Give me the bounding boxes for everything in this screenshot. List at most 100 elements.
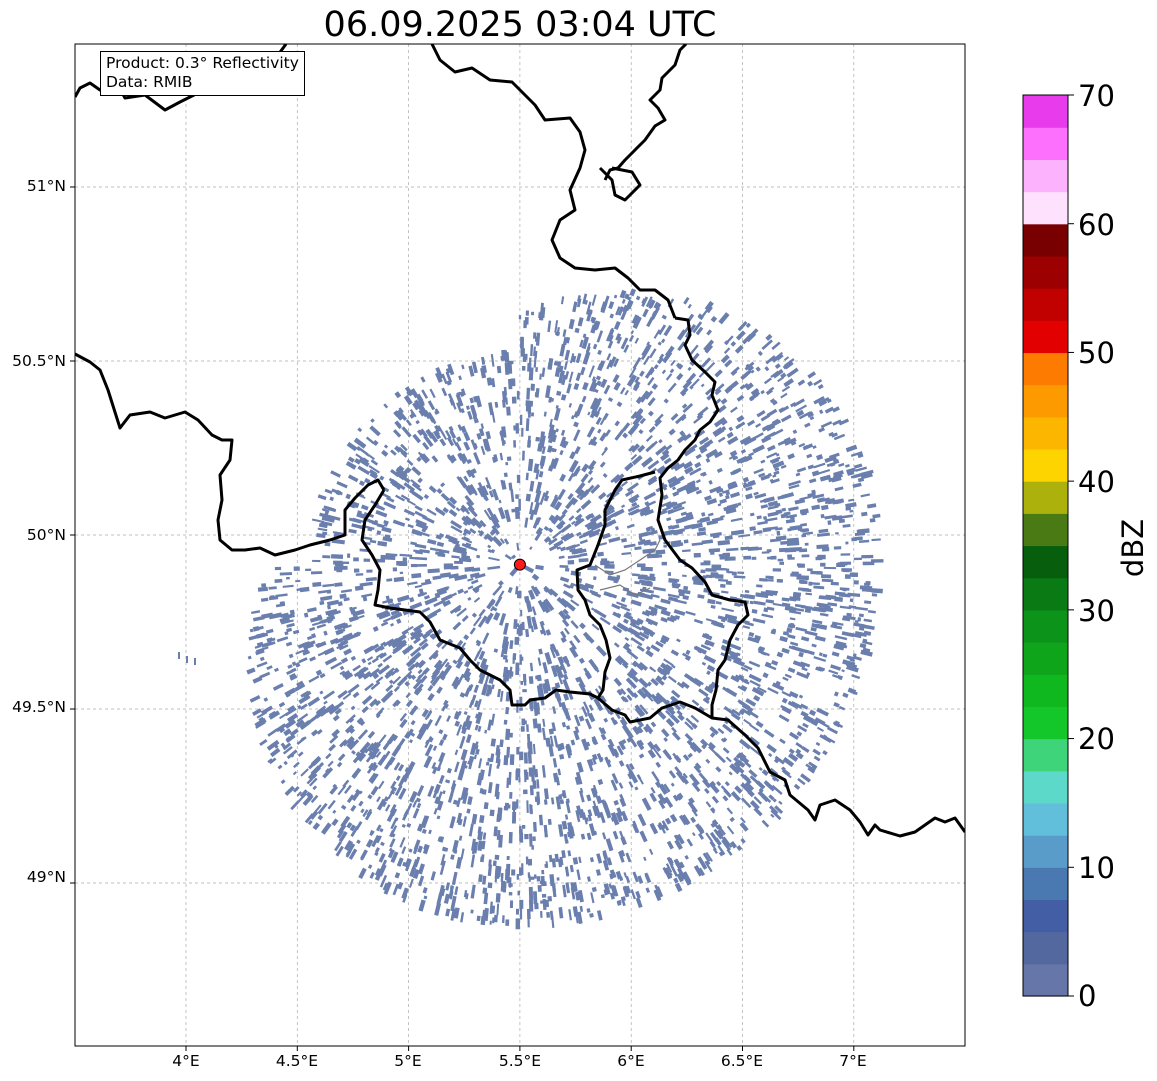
echo-cell [652, 586, 666, 592]
echo-cell [403, 394, 413, 406]
echo-cell [782, 363, 789, 370]
echo-cell [410, 646, 422, 657]
echo-cell [348, 739, 360, 751]
echo-cell [644, 874, 652, 884]
echo-cell [487, 757, 492, 762]
echo-cell [473, 684, 480, 693]
echo-cell [400, 474, 411, 484]
echo-cell [522, 720, 527, 725]
colorbar-segment [1023, 577, 1068, 611]
echo-cell [551, 514, 561, 525]
echo-cell [548, 514, 555, 522]
echo-cell [736, 414, 745, 423]
axis-ticks [70, 186, 855, 1051]
echo-cell [528, 367, 534, 381]
echo-cell [798, 442, 806, 448]
echo-cell [252, 708, 262, 716]
echo-cell [528, 502, 534, 515]
echo-cell [294, 683, 306, 692]
echo-cell [494, 595, 503, 607]
echo-cell [436, 686, 443, 694]
echo-cell [649, 348, 657, 359]
echo-cell [478, 650, 486, 661]
echo-cell [407, 673, 413, 680]
echo-cell [718, 851, 724, 857]
echo-cell [544, 799, 548, 805]
echo-cell [351, 609, 365, 617]
echo-cell [843, 615, 856, 621]
echo-cell [788, 480, 801, 487]
echo-cell [746, 333, 757, 343]
echo-cell [587, 477, 594, 484]
echo-cell [624, 636, 630, 642]
echo-cell [575, 352, 582, 364]
echo-cell [456, 812, 463, 824]
echo-cell [554, 682, 561, 689]
echo-cell [817, 469, 831, 475]
echo-cell [819, 734, 832, 743]
echo-cell [650, 678, 659, 687]
echo-cell [610, 884, 617, 897]
echo-cell [383, 501, 397, 510]
echo-cell [562, 532, 575, 542]
echo-cell [764, 663, 777, 671]
echo-cell [606, 353, 612, 361]
echo-cell [460, 848, 465, 860]
echo-cell [758, 472, 766, 478]
echo-cell [528, 357, 532, 370]
echo-cell [626, 482, 639, 492]
echo-cell [606, 335, 611, 342]
echo-cell [439, 428, 448, 441]
echo-cell [390, 780, 397, 790]
echo-cell [863, 618, 873, 623]
echo-cell [804, 630, 818, 637]
echo-cell [388, 679, 394, 685]
echo-cell [694, 461, 702, 469]
echo-cell [353, 437, 367, 449]
echo-cell [342, 632, 353, 640]
echo-cell [318, 761, 325, 768]
echo-cell [823, 566, 837, 570]
echo-cell [591, 531, 598, 537]
echo-cell [676, 709, 683, 717]
echo-cell [423, 434, 434, 448]
echo-cell [589, 397, 599, 411]
echo-cell [667, 475, 678, 485]
border-nl-de-inner [603, 44, 688, 181]
echo-cell [501, 437, 505, 446]
echo-cell [666, 699, 671, 704]
border-be-lux-fr [360, 489, 599, 707]
echo-cell [667, 675, 677, 684]
echo-cell [523, 320, 527, 329]
echo-cell [286, 749, 298, 760]
echo-cell [746, 709, 759, 719]
echo-cell [427, 785, 435, 798]
echo-cell [599, 811, 606, 824]
echo-cell [763, 496, 775, 504]
echo-cell [367, 761, 377, 774]
echo-cell [729, 450, 738, 457]
echo-cell [751, 608, 758, 614]
echo-cell [256, 641, 264, 647]
echo-cell [451, 871, 458, 886]
echo-cell [721, 489, 730, 494]
echo-cell [403, 482, 415, 492]
echo-cell [374, 851, 379, 857]
echo-cell [419, 549, 430, 554]
country-borders [75, 44, 965, 838]
echo-cell [459, 692, 466, 698]
echo-cell [770, 370, 780, 378]
echo-cell [554, 494, 559, 499]
echo-cell [817, 384, 824, 390]
echo-cell [590, 483, 601, 494]
echo-cell [541, 893, 547, 898]
echo-cell [671, 664, 676, 669]
echo-cell [655, 695, 663, 703]
echo-cell [737, 571, 745, 575]
echo-cell [784, 673, 792, 679]
echo-cell [581, 738, 590, 751]
echo-cell [590, 787, 598, 798]
echo-cell [796, 671, 809, 680]
echo-cell [713, 450, 723, 459]
echo-cell [575, 810, 581, 823]
